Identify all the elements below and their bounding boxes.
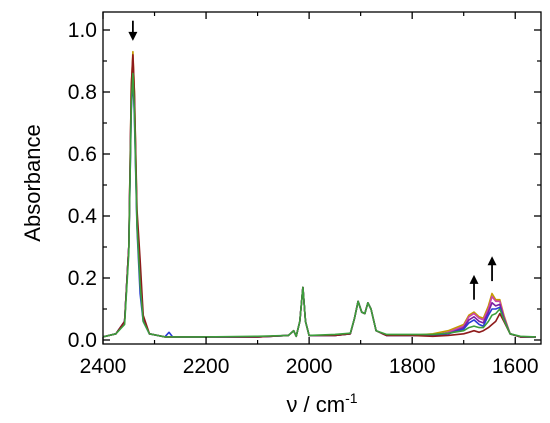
arrow-up-icon xyxy=(469,274,479,300)
x-tick-label: 1800 xyxy=(389,355,436,378)
x-axis-label: ν / cm-1 xyxy=(286,390,357,417)
y-tick-label: 0.0 xyxy=(68,329,97,352)
spectrum-series-layer xyxy=(102,50,536,338)
y-tick-label: 0.6 xyxy=(68,143,97,166)
y-tick-label: 1.0 xyxy=(68,19,97,42)
x-tick-label: 1600 xyxy=(492,355,539,378)
x-tick-label: 2200 xyxy=(183,355,230,378)
y-axis-ticks: 0.0 0.2 0.4 0.6 0.8 1.0 xyxy=(68,19,541,352)
y-tick-label: 0.4 xyxy=(68,205,98,228)
x-tick-label: 2000 xyxy=(286,355,333,378)
spectrum-line-6 xyxy=(102,72,536,338)
plot-frame xyxy=(102,11,542,345)
y-tick-label: 0.2 xyxy=(68,267,97,290)
arrow-down-icon xyxy=(128,20,138,41)
spectrum-line-3 xyxy=(102,63,536,338)
y-tick-label: 0.8 xyxy=(68,81,97,104)
y-axis-label: Absorbance xyxy=(20,124,45,241)
spectrum-line-2 xyxy=(102,57,536,338)
arrow-up-icon xyxy=(487,256,497,282)
x-axis-ticks: 2400 2200 2000 1800 1600 xyxy=(80,12,539,378)
x-axis-label-superscript: -1 xyxy=(345,390,358,406)
spectrum-line-4 xyxy=(102,75,536,338)
spectrum-line-1 xyxy=(102,50,536,338)
annotation-layer xyxy=(128,20,497,300)
x-tick-label: 2400 xyxy=(80,355,127,378)
spectrum-line-5 xyxy=(102,54,536,338)
